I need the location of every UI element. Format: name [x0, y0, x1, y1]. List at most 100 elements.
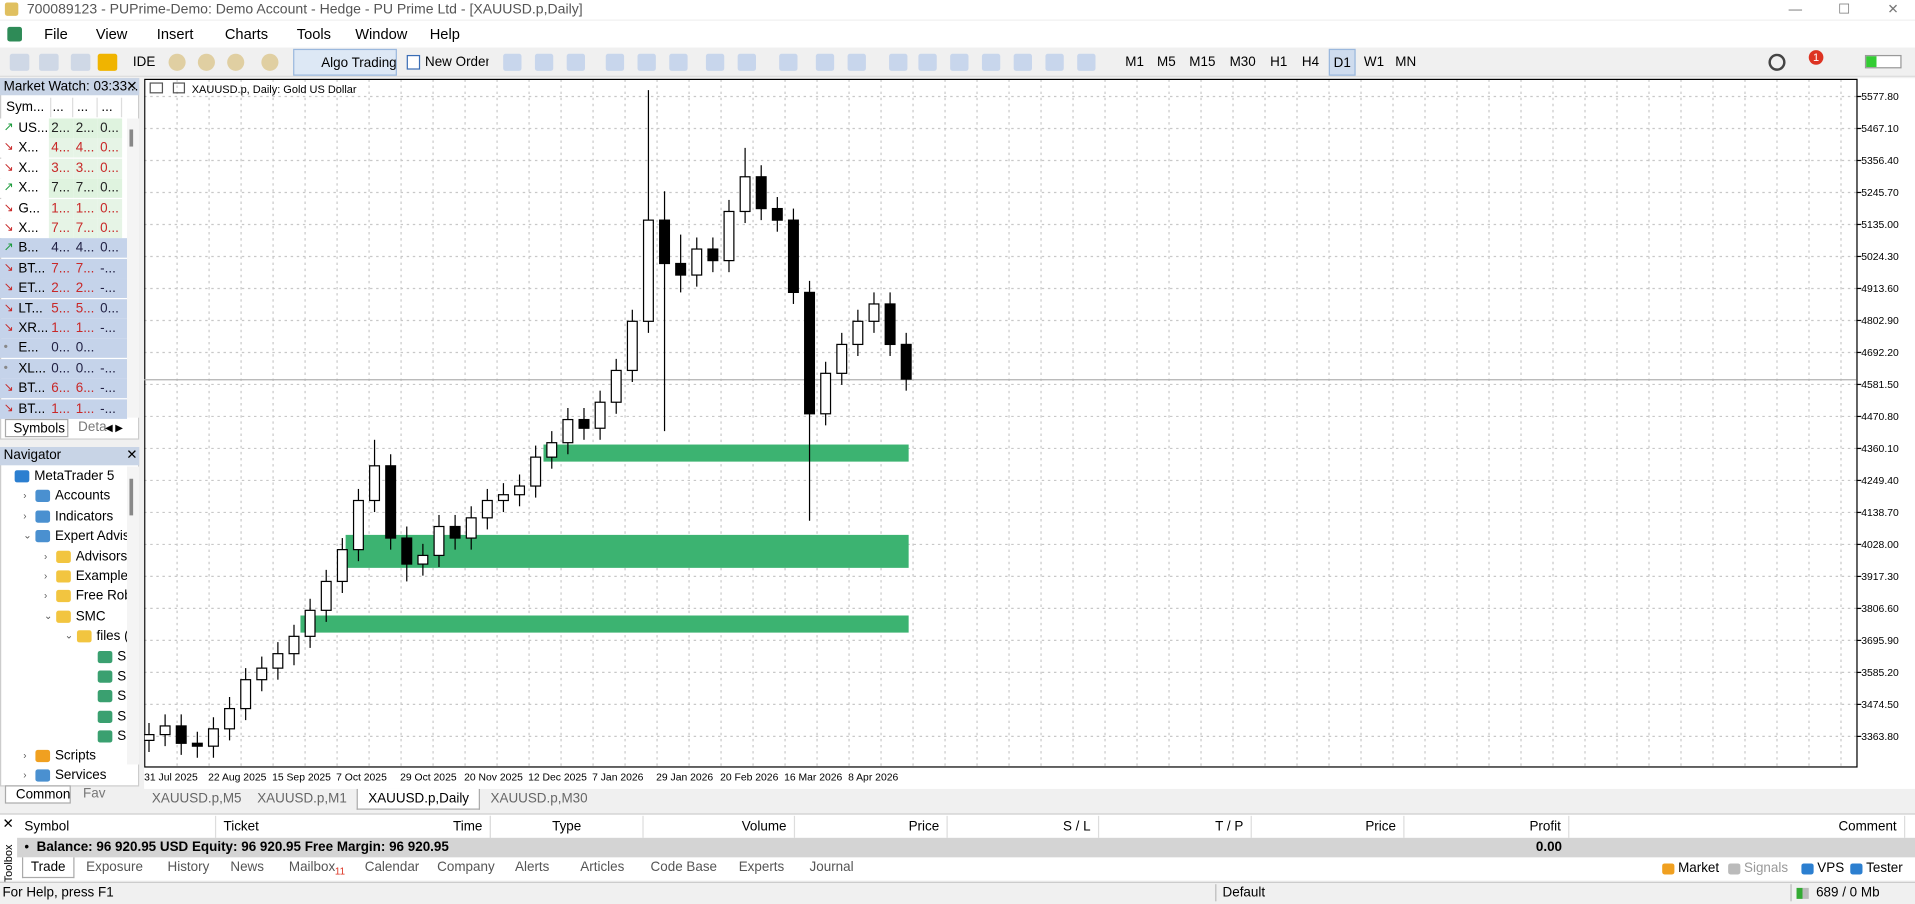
toolbox-tab[interactable]: Alerts — [515, 859, 550, 875]
toolbar-icon[interactable] — [637, 53, 656, 71]
toolbar-icon[interactable] — [197, 53, 215, 71]
column-header[interactable]: Comment — [1569, 815, 1906, 838]
close-button[interactable]: ✕ — [126, 448, 138, 463]
toolbar-icon[interactable] — [227, 53, 245, 71]
tree-item[interactable]: Scripts — [54, 748, 97, 764]
toolbox-tab[interactable]: Journal — [809, 859, 854, 875]
panel-tab[interactable]: Common — [4, 785, 71, 804]
search-icon[interactable] — [1768, 53, 1786, 71]
tree-expander[interactable]: ⌄ — [43, 610, 53, 622]
menu-item[interactable]: Insert — [156, 25, 194, 43]
tree-item[interactable]: MetaTrader 5 — [34, 468, 115, 484]
toolbar-icon[interactable] — [261, 53, 279, 71]
new-order-button[interactable]: New Order — [425, 54, 489, 70]
column-header[interactable]: Price — [795, 815, 948, 838]
column-header[interactable]: Symbol — [17, 815, 217, 838]
panel-tab[interactable]: Deta — [78, 420, 107, 435]
toolbar-icon[interactable] — [847, 53, 866, 71]
algo-trading-button[interactable]: Algo Trading — [293, 48, 397, 76]
timeframe-button[interactable]: M15 — [1189, 54, 1216, 70]
tree-item[interactable]: Sn — [117, 649, 127, 664]
toolbar-icon[interactable] — [39, 53, 59, 71]
tree-item[interactable]: Examples — [75, 569, 127, 584]
column-header[interactable]: Time — [216, 815, 491, 838]
toolbar-icon[interactable] — [889, 53, 908, 71]
timeframe-button[interactable]: H1 — [1270, 54, 1288, 70]
toolbox-right-tab[interactable]: Tester — [1866, 861, 1903, 876]
toolbar-icon[interactable] — [669, 53, 688, 71]
tree-expander[interactable]: › — [43, 550, 48, 562]
window-button[interactable]: — — [1788, 2, 1803, 18]
menu-item[interactable]: Window — [355, 25, 408, 43]
tree-expander[interactable]: › — [43, 570, 48, 582]
timeframe-button[interactable]: MN — [1395, 54, 1417, 70]
toolbar-icon[interactable] — [97, 53, 118, 71]
tree-item[interactable]: Sn — [117, 689, 127, 704]
toolbox-right-tab[interactable]: Signals — [1744, 861, 1789, 876]
toolbar-icon[interactable] — [815, 53, 835, 71]
timeframe-button[interactable]: M30 — [1229, 54, 1256, 70]
chart-tab[interactable]: XAUUSD.p,M30 — [490, 791, 588, 807]
chart-tab[interactable]: XAUUSD.p,Daily — [357, 788, 481, 810]
toolbar-icon[interactable] — [70, 53, 91, 71]
tree-expander[interactable]: › — [23, 490, 27, 502]
toolbox-right-tab[interactable]: VPS — [1817, 861, 1845, 876]
toolbox-tab[interactable]: History — [167, 859, 210, 875]
toolbar-icon[interactable] — [1045, 53, 1064, 71]
toolbox-right-tab[interactable]: Market — [1678, 861, 1720, 876]
window-button[interactable]: ☐ — [1838, 2, 1851, 18]
timeframe-button[interactable]: M5 — [1157, 54, 1176, 70]
toolbar-icon[interactable] — [981, 53, 1001, 71]
toolbar-icon[interactable] — [779, 53, 798, 71]
menu-item[interactable]: Charts — [224, 25, 269, 43]
window-button[interactable]: ✕ — [1887, 2, 1899, 18]
tree-expander[interactable]: › — [23, 769, 27, 781]
column-header[interactable]: Profit — [1404, 815, 1570, 838]
toolbox-tab[interactable]: Code Base — [650, 859, 718, 875]
toolbar-icon[interactable] — [566, 53, 586, 71]
toolbar-button[interactable]: IDE — [132, 54, 156, 70]
menu-item[interactable]: View — [95, 25, 128, 43]
tree-item[interactable]: SMC — [75, 609, 106, 624]
toolbox-tab[interactable]: Calendar — [364, 859, 420, 875]
tree-expander[interactable]: › — [43, 590, 48, 602]
chart-tab[interactable]: XAUUSD.p,M5 — [151, 791, 242, 807]
column-header[interactable]: S / L — [948, 815, 1100, 838]
toolbar-icon[interactable] — [9, 53, 30, 71]
column-header[interactable]: T / P — [1099, 815, 1252, 838]
tree-item[interactable]: Services — [54, 768, 107, 784]
chart-tab[interactable]: XAUUSD.p,M1 — [257, 791, 347, 807]
close-button[interactable]: ✕ — [126, 79, 138, 95]
toolbox-tab[interactable]: Articles — [580, 859, 625, 875]
toolbox-tab[interactable]: Exposure — [86, 859, 143, 875]
timeframe-button[interactable]: H4 — [1301, 54, 1320, 70]
toolbar-icon[interactable] — [705, 53, 725, 71]
menu-item[interactable]: Tools — [296, 25, 331, 43]
toolbar-icon[interactable] — [503, 53, 522, 71]
column-header[interactable]: Price — [1252, 815, 1405, 838]
menu-item[interactable]: Help — [429, 25, 460, 43]
column-header[interactable]: Type — [491, 815, 644, 838]
toolbox-tab[interactable]: News — [230, 859, 264, 875]
toolbar-icon[interactable] — [950, 53, 969, 71]
tree-item[interactable]: Accounts — [54, 488, 111, 504]
toolbar-icon[interactable] — [605, 53, 625, 71]
timeframe-button[interactable]: W1 — [1363, 54, 1385, 70]
timeframe-button[interactable]: M1 — [1125, 54, 1144, 70]
toolbar-icon[interactable] — [534, 53, 554, 71]
toolbar-icon[interactable] — [1077, 53, 1096, 71]
tree-item[interactable]: SM — [117, 729, 127, 745]
tree-expander[interactable]: › — [23, 749, 27, 761]
tree-item[interactable]: SM — [117, 709, 127, 724]
toolbox-tab[interactable]: Mailbox — [288, 859, 336, 875]
toolbox-tab[interactable]: Trade — [21, 857, 75, 879]
toolbar-icon[interactable] — [1013, 53, 1032, 71]
timeframe-button[interactable]: D1 — [1328, 48, 1356, 76]
tree-item[interactable]: Expert Advisor — [54, 529, 127, 544]
toolbar-icon[interactable] — [168, 53, 186, 71]
close-button[interactable]: ✕ — [2, 817, 14, 832]
tree-expander[interactable]: ⌄ — [23, 530, 32, 542]
panel-tab[interactable]: Fav — [83, 786, 106, 802]
menu-item[interactable]: File — [44, 25, 68, 43]
toolbar-icon[interactable] — [737, 53, 756, 71]
